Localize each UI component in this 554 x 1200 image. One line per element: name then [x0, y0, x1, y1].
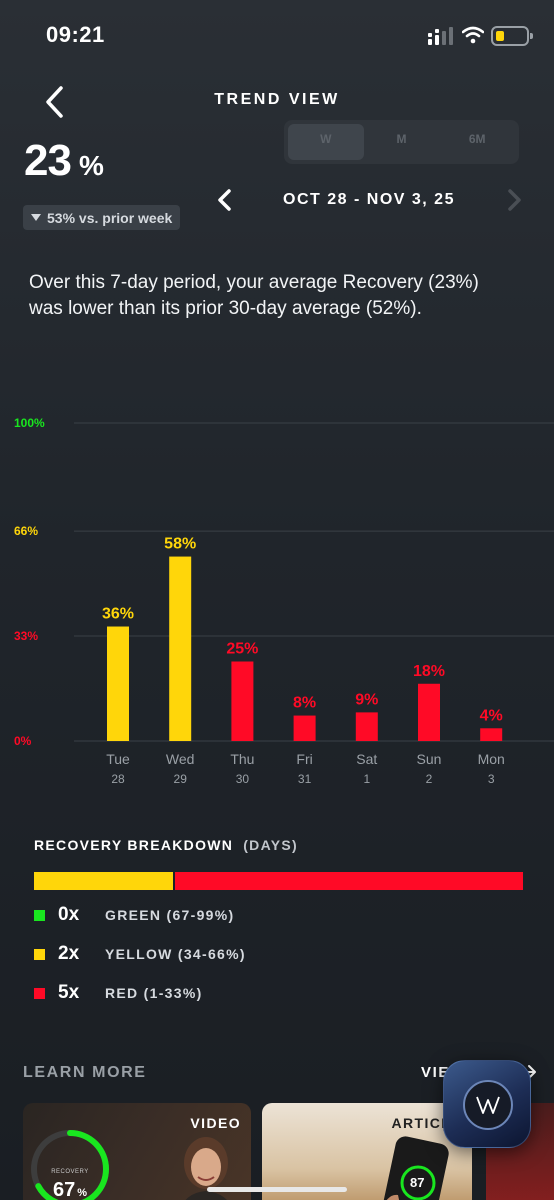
x-tick-day-name: Thu [230, 751, 254, 767]
bar-value-label: 25% [226, 641, 258, 658]
breakdown-bar [34, 872, 523, 890]
red-label: RED (1-33%) [105, 985, 203, 1001]
bar [480, 728, 503, 741]
app-logo-icon [463, 1080, 513, 1130]
x-tick-day-number: 3 [488, 772, 495, 786]
bar [107, 626, 129, 741]
breakdown-subtitle: (DAYS) [243, 837, 298, 853]
bar-value-label: 18% [413, 663, 445, 680]
recovery-ring: RECOVERY 67% [26, 1125, 114, 1200]
w-logo-icon [476, 1096, 500, 1114]
x-tick-day-name: Wed [166, 751, 195, 767]
green-swatch [34, 909, 45, 921]
average-recovery-number: 23 [24, 136, 72, 185]
video-card[interactable]: RECOVERY 67% VIDEO [23, 1103, 251, 1200]
period-segmented-control: W M 6M [284, 120, 519, 164]
comparison-badge: 53% vs. prior week [23, 205, 181, 230]
bar-value-label: 58% [164, 536, 196, 553]
learn-more-title: LEARN MORE [23, 1064, 147, 1081]
home-indicator[interactable] [207, 1187, 347, 1192]
x-tick-day-number: 31 [298, 772, 312, 786]
bar-value-label: 8% [293, 695, 316, 712]
next-range-button[interactable] [500, 186, 528, 214]
yellow-swatch [34, 948, 45, 960]
recovery-bar-chart: 100% 66% 33% 0% 36% Tue 28 58% Wed 29 25% Thu 30 8% Fr… [0, 400, 554, 800]
bar [231, 661, 254, 741]
date-range-label: OCT 28 - NOV 3, 25 [283, 191, 455, 208]
bar [355, 712, 378, 741]
recovery-ring-graphic [31, 1130, 109, 1200]
ring-label: RECOVERY [51, 1169, 89, 1175]
x-tick-day-name: Sun [417, 751, 442, 767]
phone-image [380, 1136, 449, 1200]
comparison-text: 53% vs. prior week [47, 209, 173, 226]
green-count: 0x [58, 904, 80, 925]
legend-row-green: 0x GREEN (67-99%) [34, 904, 234, 926]
breakdown-red-segment [174, 872, 523, 890]
previous-range-button[interactable] [212, 186, 240, 214]
page-title: TREND VIEW [214, 91, 340, 108]
phone-value: 87 [410, 1175, 425, 1190]
bar [169, 556, 192, 741]
x-tick-day-name: Mon [478, 751, 505, 767]
bar-value-label: 4% [480, 707, 503, 724]
tab-six-months[interactable]: 6M [468, 132, 486, 146]
breakdown-title: RECOVERY BREAKDOWN (DAYS) [34, 837, 298, 853]
y-tick-label: 33% [14, 629, 38, 643]
yellow-label: YELLOW (34-66%) [105, 946, 246, 962]
cellular-signal-icon [428, 27, 453, 45]
red-count: 5x [58, 982, 80, 1003]
down-triangle-icon [31, 214, 41, 221]
red-swatch [34, 987, 45, 999]
tab-month[interactable]: M [396, 132, 407, 146]
y-tick-label: 100% [14, 416, 45, 430]
ring-value-number: 67 [52, 1179, 76, 1200]
green-label: GREEN (67-99%) [105, 907, 235, 923]
x-tick-day-number: 2 [426, 772, 433, 786]
legend-row-yellow: 2x YELLOW (34-66%) [34, 943, 246, 965]
ring-value-unit: % [77, 1187, 88, 1199]
yellow-count: 2x [58, 943, 80, 964]
x-tick-day-number: 1 [363, 772, 370, 786]
x-tick-day-number: 30 [236, 772, 250, 786]
breakdown-yellow-segment [34, 872, 173, 890]
legend-row-red: 5x RED (1-33%) [34, 982, 203, 1004]
video-tag: VIDEO [190, 1115, 241, 1131]
battery-icon [491, 26, 533, 46]
bar-value-label: 9% [355, 691, 378, 708]
status-time: 09:21 [46, 22, 105, 47]
average-recovery-value: 23% [24, 136, 104, 186]
bar [293, 715, 316, 741]
average-recovery-unit: % [78, 150, 104, 181]
x-tick-day-name: Fri [296, 751, 312, 767]
x-tick-day-name: Sat [356, 751, 377, 767]
y-tick-label: 66% [14, 524, 38, 538]
bar-value-label: 36% [102, 606, 134, 623]
article-card[interactable]: 87 ARTICLE [262, 1103, 472, 1200]
x-tick-day-name: Tue [106, 751, 130, 767]
x-tick-day-number: 29 [174, 772, 188, 786]
breakdown-title-text: RECOVERY BREAKDOWN [34, 837, 234, 853]
back-button[interactable] [36, 82, 76, 122]
wifi-icon [462, 26, 484, 44]
ring-value: 67% [26, 1179, 114, 1200]
x-tick-day-number: 28 [111, 772, 125, 786]
chart-svg: 100% 66% 33% 0% 36% Tue 28 58% Wed 29 25% Thu 30 8% Fr… [14, 416, 554, 786]
bar [418, 683, 440, 741]
floating-app-button[interactable] [443, 1060, 531, 1148]
tab-week[interactable]: W [288, 124, 364, 160]
summary-description: Over this 7-day period, your average Rec… [29, 272, 479, 319]
presenter-image [184, 1137, 228, 1200]
y-tick-label: 0% [14, 734, 32, 748]
